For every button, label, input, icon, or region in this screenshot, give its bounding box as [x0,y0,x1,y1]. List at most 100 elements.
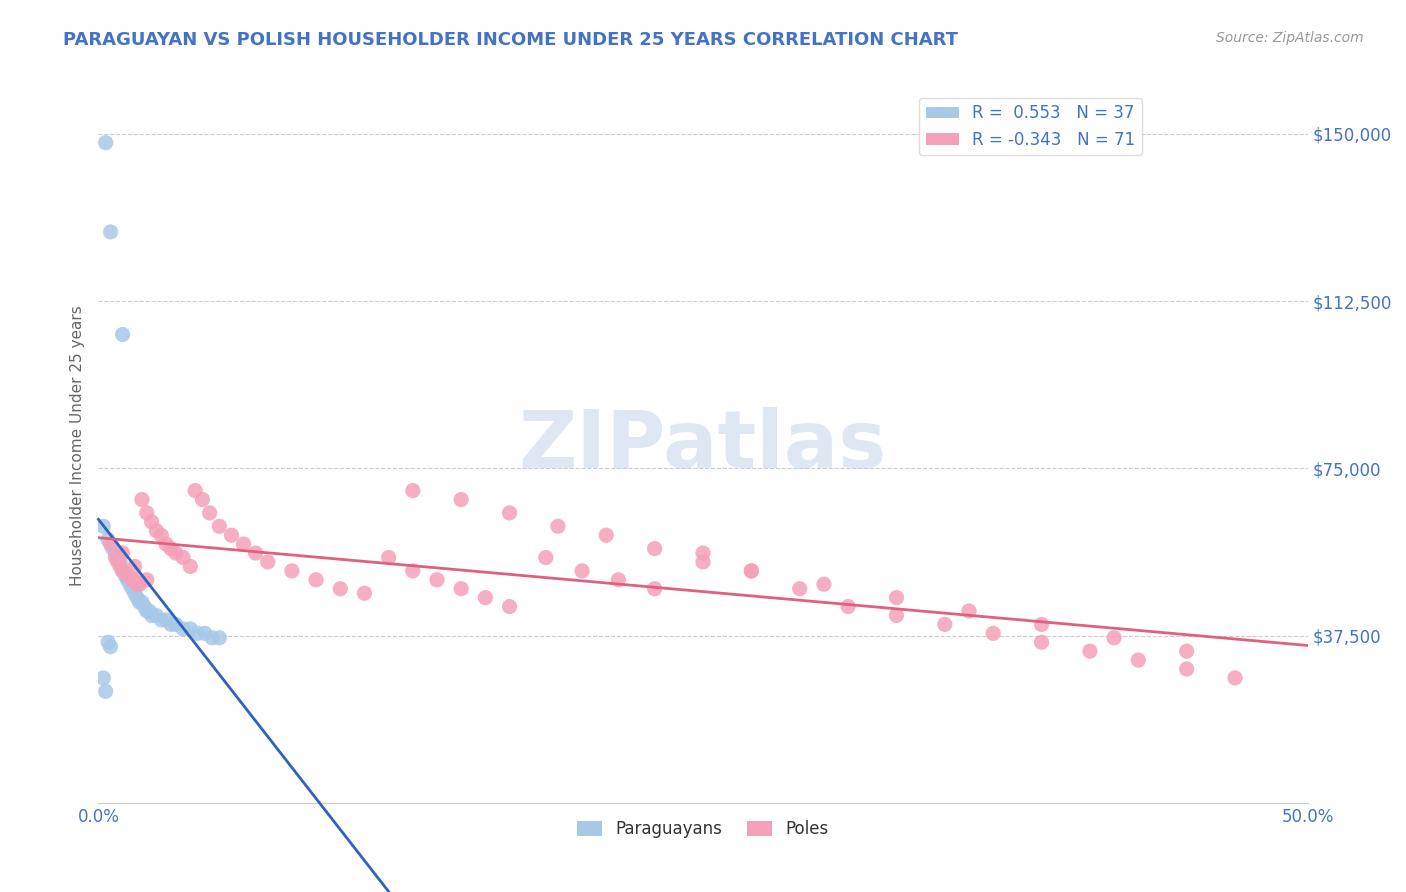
Point [498,599,520,614]
Point [91,671,114,685]
Point [91,519,114,533]
Point [155,613,177,627]
Point [813,577,835,591]
Point [789,582,811,596]
Point [1031,635,1053,649]
Point [97,635,120,649]
Point [114,568,136,582]
Point [692,546,714,560]
Point [1031,617,1053,632]
Point [221,528,243,542]
Point [160,541,183,556]
Point [104,550,127,565]
Point [184,483,207,498]
Point [111,564,134,578]
Text: Source: ZipAtlas.com: Source: ZipAtlas.com [1216,31,1364,45]
Point [121,582,143,596]
Point [131,595,153,609]
Point [981,626,1004,640]
Point [595,528,617,542]
Point [101,541,124,556]
Point [117,573,139,587]
Point [692,555,714,569]
Point [256,555,278,569]
Point [108,559,131,574]
Point [305,573,328,587]
Point [111,564,134,578]
Point [160,617,183,632]
Point [644,582,666,596]
Point [1175,662,1198,676]
Point [138,604,160,618]
Text: PARAGUAYAN VS POLISH HOUSEHOLDER INCOME UNDER 25 YEARS CORRELATION CHART: PARAGUAYAN VS POLISH HOUSEHOLDER INCOME … [63,31,959,49]
Point [191,492,214,507]
Point [127,591,149,605]
Point [134,599,156,614]
Point [94,136,117,150]
Point [198,506,221,520]
Point [141,515,163,529]
Point [402,564,425,578]
Point [281,564,304,578]
Point [245,546,267,560]
Point [450,492,472,507]
Point [97,533,120,547]
Point [124,559,146,574]
Point [232,537,254,551]
Point [353,586,375,600]
Point [100,225,122,239]
Point [128,577,150,591]
Point [450,582,472,596]
Y-axis label: Householder Income Under 25 years: Householder Income Under 25 years [69,306,84,586]
Point [100,537,122,551]
Point [208,631,231,645]
Point [107,555,129,569]
Point [100,640,122,654]
Point [128,595,150,609]
Point [886,591,908,605]
Point [194,626,217,640]
Point [117,568,139,582]
Point [124,573,146,587]
Point [118,577,141,591]
Point [187,626,209,640]
Point [135,573,157,587]
Point [111,327,134,342]
Point [498,506,520,520]
Point [644,541,666,556]
Point [1078,644,1101,658]
Point [934,617,956,632]
Point [150,528,173,542]
Point [172,622,194,636]
Point [145,524,167,538]
Point [402,483,425,498]
Point [165,546,187,560]
Point [150,613,173,627]
Point [571,564,593,578]
Point [208,519,231,533]
Point [534,550,557,565]
Point [127,577,149,591]
Point [740,564,762,578]
Point [377,550,399,565]
Point [1128,653,1150,667]
Point [108,555,131,569]
Point [474,591,496,605]
Point [111,546,134,560]
Point [886,608,908,623]
Legend: Paraguayans, Poles: Paraguayans, Poles [571,814,835,845]
Point [426,573,449,587]
Point [94,684,117,698]
Point [124,586,146,600]
Point [740,564,762,578]
Point [179,559,201,574]
Point [135,506,157,520]
Text: ZIPatlas: ZIPatlas [519,407,887,485]
Point [145,608,167,623]
Point [957,604,980,618]
Point [135,604,157,618]
Point [121,573,143,587]
Point [131,492,153,507]
Point [172,550,194,565]
Point [201,631,224,645]
